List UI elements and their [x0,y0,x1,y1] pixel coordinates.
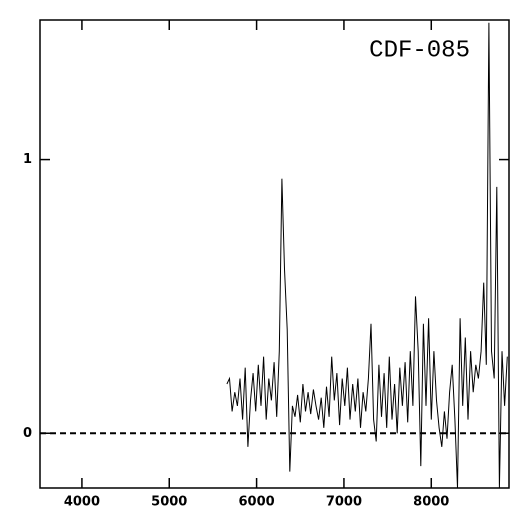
x-tick-label: 6000 [239,495,275,510]
x-tick-label: 8000 [413,495,449,510]
x-tick-label: 5000 [151,495,187,510]
x-tick-label: 7000 [326,495,362,510]
annotation: CDF-085 [369,37,470,64]
x-tick-label: 4000 [64,495,100,510]
spectrum-line [226,22,508,489]
y-tick-label: 0 [23,426,32,441]
y-tick-label: 1 [23,152,32,167]
plot-frame [39,19,510,489]
